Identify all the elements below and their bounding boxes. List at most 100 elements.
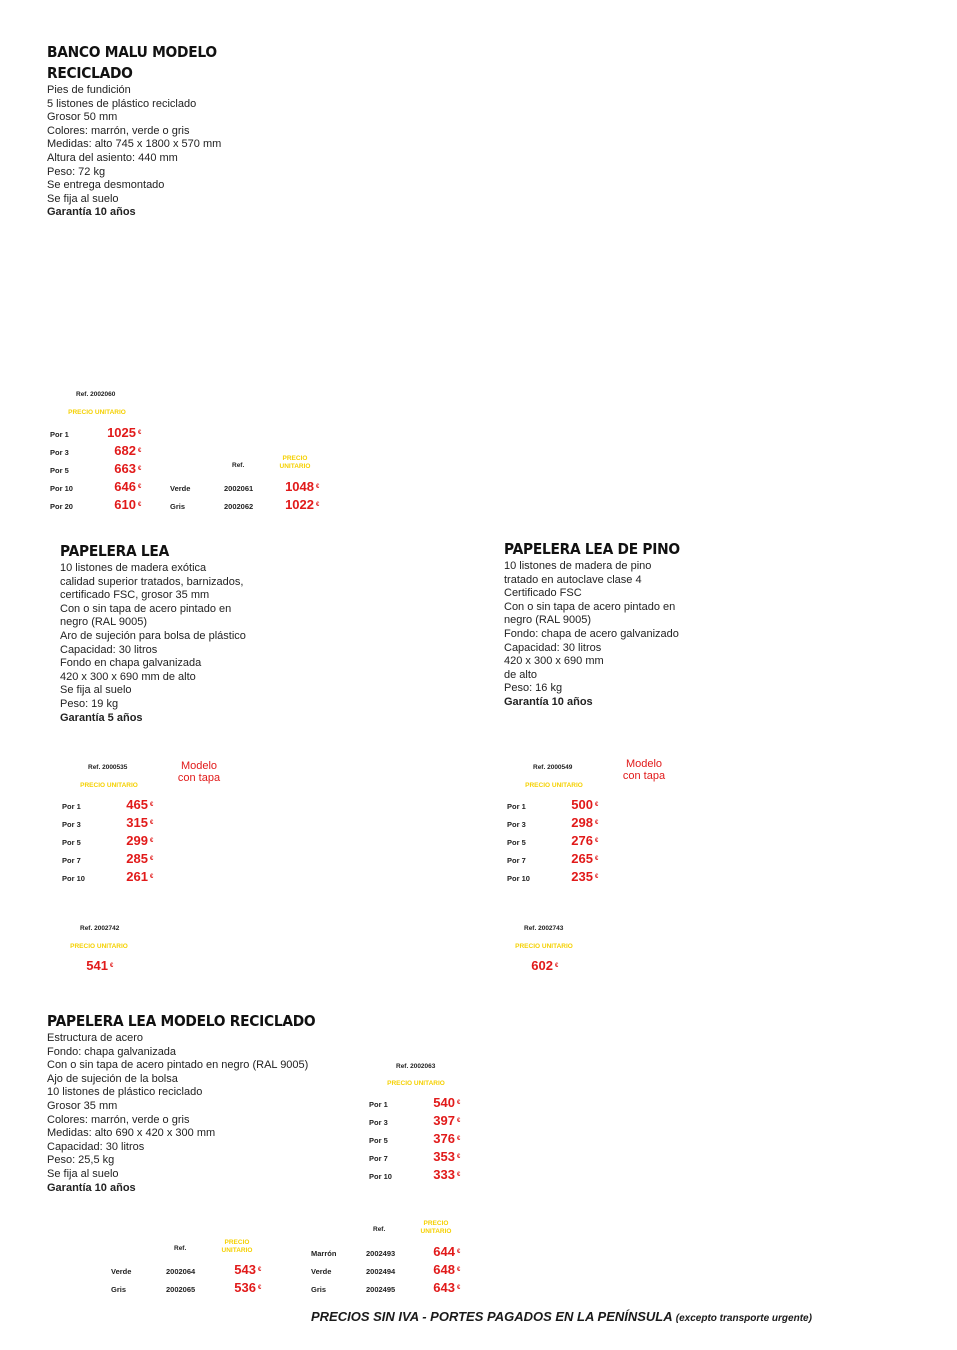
price-value: 353 <box>433 1149 455 1164</box>
reciclado-unit-price-label: PRECIO UNITARIO <box>387 1080 445 1087</box>
quantity-label: Por 10 <box>369 1172 392 1181</box>
price-value: 315 <box>126 815 148 830</box>
color-ref: 2002494 <box>366 1267 396 1276</box>
color-label: Gris <box>111 1285 127 1294</box>
euro-symbol: € <box>150 856 154 862</box>
desc-line: Ajo de sujeción de la bolsa <box>47 1072 178 1085</box>
pino-unit-price-label: PRECIO UNITARIO <box>525 782 583 789</box>
price-value: 540 <box>433 1095 455 1110</box>
desc-line: Capacidad: 30 litros <box>60 643 158 656</box>
desc-line: Peso: 25,5 kg <box>47 1154 115 1167</box>
euro-symbol: € <box>138 448 142 454</box>
pino-title: PAPELERA LEA DE PINO <box>504 540 680 558</box>
price-value: 610 <box>114 497 136 512</box>
desc-line: Altura del asiento: 440 mm <box>47 151 178 164</box>
quantity-label: Por 10 <box>507 874 530 883</box>
reciclado-left-ref-header: Ref. <box>174 1245 187 1252</box>
euro-symbol: € <box>457 1154 461 1160</box>
price-value: 648 <box>433 1262 455 1277</box>
euro-symbol: € <box>457 1172 461 1178</box>
euro-symbol: € <box>457 1100 461 1106</box>
desc-line: 5 listones de plástico reciclado <box>47 97 197 110</box>
price-value: 644 <box>433 1244 455 1259</box>
reciclado-right-unit-price-label: PRECIO UNITARIO <box>415 1220 457 1236</box>
euro-symbol: € <box>595 856 599 862</box>
euro-symbol: € <box>258 1285 262 1291</box>
euro-symbol: € <box>138 466 142 472</box>
pu-line: PRECIO <box>423 1220 449 1227</box>
price-value: 298 <box>571 815 593 830</box>
color-ref: 2002495 <box>366 1285 396 1294</box>
pino-description: 10 listones de madera de pino tratado en… <box>504 560 804 710</box>
desc-line: 10 listones de madera de pino <box>504 560 652 572</box>
price-value: 1022 <box>285 497 314 512</box>
lea-tapa-unit-price-label: PRECIO UNITARIO <box>70 943 128 950</box>
color-ref: 2002493 <box>366 1249 396 1258</box>
price-value: 663 <box>114 461 136 476</box>
euro-symbol: € <box>110 963 114 969</box>
desc-line: Capacidad: 30 litros <box>47 1140 145 1153</box>
desc-line: Fondo: chapa de acero galvanizado <box>504 627 679 640</box>
quantity-label: Por 10 <box>62 874 85 883</box>
desc-line: 420 x 300 x 690 mm <box>504 655 604 668</box>
quantity-label: Por 3 <box>369 1118 388 1127</box>
color-label: Verde <box>111 1267 132 1276</box>
price-value: 299 <box>126 833 148 848</box>
pu-line: UNITARIO <box>221 1247 253 1254</box>
desc-line: Pies de fundición <box>47 84 131 96</box>
desc-line: Colores: marrón, verde o gris <box>47 1113 190 1126</box>
desc-line: 10 listones de plástico reciclado <box>47 1086 203 1099</box>
price-value: 643 <box>433 1280 455 1295</box>
quantity-label: Por 3 <box>507 820 526 829</box>
euro-symbol: € <box>595 838 599 844</box>
price-value: 465 <box>126 797 148 812</box>
color-label: Verde <box>170 484 191 493</box>
desc-line: Con o sin tapa de acero pintado en <box>60 602 232 615</box>
desc-line: Se fija al suelo <box>47 1167 119 1180</box>
desc-line: de alto <box>504 668 538 681</box>
quantity-label: Por 5 <box>369 1136 388 1145</box>
color-label: Verde <box>311 1267 332 1276</box>
lea-unit-price-label: PRECIO UNITARIO <box>80 782 138 789</box>
modelo-line: Modelo <box>180 760 218 772</box>
desc-line: Fondo en chapa galvanizada <box>60 657 202 670</box>
euro-symbol: € <box>457 1267 461 1273</box>
reciclado-warranty: Garantía 10 años <box>47 1181 136 1194</box>
desc-line: Capacidad: 30 litros <box>504 641 602 654</box>
pino-modelo-con-tapa: Modelo con tapa <box>619 758 669 782</box>
pino-warranty: Garantía 10 años <box>504 695 593 708</box>
price-value: 235 <box>571 869 593 884</box>
euro-symbol: € <box>595 874 599 880</box>
price-value: 333 <box>433 1167 455 1182</box>
desc-line: Estructura de acero <box>47 1032 143 1044</box>
modelo-line: con tapa <box>622 770 666 782</box>
price-value: 500 <box>571 797 593 812</box>
lea-description: 10 listones de madera exótica calidad su… <box>60 562 360 725</box>
desc-line: calidad superior tratados, barnizados, <box>60 575 244 588</box>
price-value: 265 <box>571 851 593 866</box>
desc-line: Peso: 16 kg <box>504 682 563 695</box>
desc-line: Medidas: alto 745 x 1800 x 570 mm <box>47 138 222 151</box>
price-value: 285 <box>126 851 148 866</box>
lea-tapa-ref: Ref. 2002742 <box>80 925 120 932</box>
desc-line: Con o sin tapa de acero pintado en <box>504 600 676 613</box>
euro-symbol: € <box>138 484 142 490</box>
euro-symbol: € <box>457 1136 461 1142</box>
color-ref: 2002064 <box>166 1267 196 1276</box>
price-value: 543 <box>234 1262 256 1277</box>
reciclado-description: Estructura de acero Fondo: chapa galvani… <box>47 1032 377 1195</box>
euro-symbol: € <box>595 802 599 808</box>
desc-line: 10 listones de madera exótica <box>60 562 207 574</box>
reciclado-title: PAPELERA LEA MODELO RECICLADO <box>47 1012 316 1030</box>
euro-symbol: € <box>150 802 154 808</box>
quantity-label: Por 1 <box>62 802 81 811</box>
desc-line: Se fija al suelo <box>60 684 132 697</box>
price-value: 536 <box>234 1280 256 1295</box>
price-value: 261 <box>126 869 148 884</box>
banco-section: BANCO MALU MODELO RECICLADO Pies de fund… <box>47 42 347 222</box>
price-value: 276 <box>571 833 593 848</box>
lea-section: PAPELERA LEA 10 listones de madera exóti… <box>60 541 360 725</box>
desc-line: tratado en autoclave clase 4 <box>504 573 642 586</box>
desc-line: Se fija al suelo <box>47 192 119 205</box>
euro-symbol: € <box>457 1118 461 1124</box>
